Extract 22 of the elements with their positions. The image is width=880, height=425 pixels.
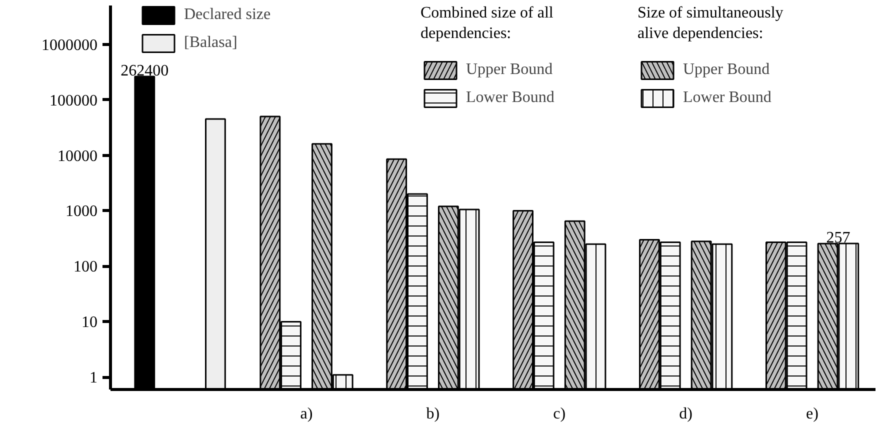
x-tick-label: b) — [426, 406, 440, 422]
annotation: Size of simultaneously alive dependencies: — [638, 4, 784, 42]
annotation: Combined size of all dependencies: — [420, 4, 554, 42]
legend-label: Lower Bound — [466, 89, 554, 107]
y-tick-label: 10 — [82, 314, 98, 332]
data-label: 257 — [826, 229, 850, 246]
x-tick-label: c) — [553, 406, 566, 422]
legend-label: [Balasa] — [184, 34, 238, 52]
y-tick-label: 100000 — [50, 92, 98, 110]
legend-label: Upper Bound — [683, 61, 770, 79]
y-tick-label: 1 — [90, 370, 98, 387]
x-tick-label: d) — [679, 406, 692, 422]
y-tick-label: 1000000 — [42, 36, 98, 54]
legend-label: Lower Bound — [683, 89, 772, 107]
y-tick-label: 10000 — [58, 148, 98, 165]
data-label: 262400 — [120, 62, 169, 80]
legend-label: Declared size — [184, 6, 271, 24]
y-tick-label: 100 — [74, 258, 98, 276]
x-tick-label: a) — [300, 406, 313, 422]
x-tick-label: e) — [806, 406, 818, 422]
y-tick-label: 1000 — [66, 203, 98, 220]
legend-label: Upper Bound — [466, 61, 553, 79]
